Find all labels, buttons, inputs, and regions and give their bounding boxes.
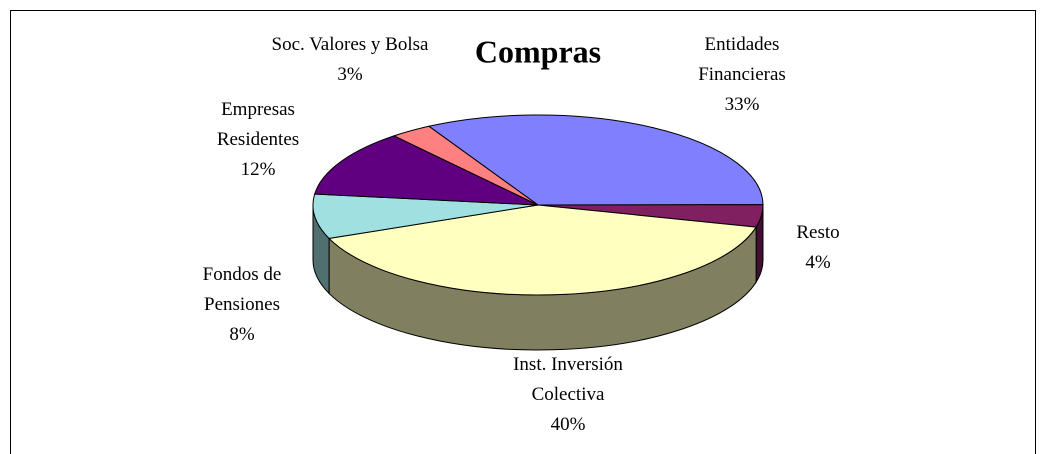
category-label: Soc. Valores y Bolsa [271,34,429,55]
slice-label: Soc. Valores y Bolsa 3% [270,30,430,90]
slice [427,114,764,206]
category-label: Empresas Residentes [216,99,300,150]
frame [10,10,1036,454]
slice-label: Inst. Inversión Colectiva 40% [483,350,653,440]
category-label: Fondos de Pensiones [202,264,282,315]
value-label: 40% [550,414,586,435]
category-label: Inst. Inversión Colectiva [513,354,623,405]
slice-tops [312,114,764,296]
value-label: 4% [805,252,831,273]
slice [314,135,539,206]
slice [312,193,539,239]
slice-label: Empresas Residentes 12% [203,95,313,185]
category-label: Entidades Financieras [698,34,786,85]
value-label: 12% [240,159,276,180]
slice-label: Entidades Financieras 33% [682,30,802,120]
value-label: 3% [337,64,363,85]
slice-label: Resto 4% [778,218,858,278]
value-label: 33% [724,94,760,115]
chart-title: Compras [474,33,602,70]
value-label: 8% [229,324,255,345]
slice [392,125,539,206]
slice-label: Fondos de Pensiones 8% [187,260,297,350]
slice [328,204,757,296]
category-label: Resto [796,222,840,243]
